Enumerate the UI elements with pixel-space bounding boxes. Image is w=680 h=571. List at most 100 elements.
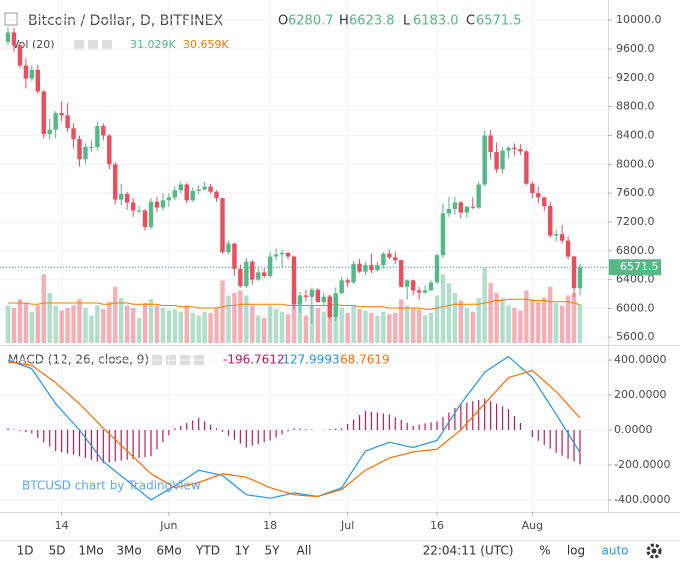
volume-bar: [124, 305, 130, 343]
candle-body: [434, 255, 440, 283]
volume-bar: [238, 290, 243, 343]
volume-bar: [89, 315, 94, 343]
candle-body: [285, 252, 291, 257]
volume-bar: [65, 308, 70, 343]
candle-body: [339, 280, 344, 294]
volume-bar: [553, 303, 559, 343]
range-button[interactable]: 3Mo: [116, 544, 141, 558]
candle-body: [524, 151, 529, 184]
y-tick-label: -400.0000: [614, 493, 670, 506]
range-button[interactable]: 5D: [49, 544, 66, 558]
candle-body: [363, 265, 368, 272]
candle-body: [553, 234, 559, 236]
candle-body: [256, 272, 261, 280]
candle-body: [136, 210, 142, 212]
chart-title: Bitcoin / Dollar, D, BITFINEX: [28, 13, 223, 29]
candle-body: [101, 126, 106, 136]
volume-bar: [148, 299, 154, 343]
range-button[interactable]: 5Y: [265, 544, 281, 558]
candle-body: [559, 234, 565, 241]
range-button[interactable]: YTD: [195, 544, 220, 558]
symbol-icon[interactable]: [4, 12, 18, 26]
clock: 22:04:11 (UTC): [423, 544, 514, 558]
candle-body: [35, 69, 40, 92]
volume-bar: [166, 310, 172, 343]
volume-bar: [446, 283, 452, 343]
volume-bar: [464, 308, 469, 343]
x-tick-label: Aug: [522, 519, 543, 532]
candle-body: [303, 295, 309, 297]
candle-body: [494, 152, 499, 170]
candle-body: [160, 200, 166, 208]
volume-bar: [357, 309, 362, 343]
ohlc-label: L: [403, 14, 411, 29]
volume-bar: [208, 313, 213, 343]
scale-option[interactable]: log: [567, 544, 585, 558]
volume-bar: [83, 308, 88, 343]
settings-hub[interactable]: [651, 548, 657, 554]
ohlc-label: O: [278, 14, 288, 29]
ohlc-value: 6280.7: [288, 14, 334, 29]
candle-body: [351, 263, 356, 283]
study-icon[interactable]: [74, 40, 84, 50]
scale-option[interactable]: %: [539, 544, 550, 558]
volume-bar: [542, 298, 547, 343]
volume-bar: [95, 305, 100, 343]
candle-body: [577, 267, 583, 289]
scale-option[interactable]: auto: [601, 544, 628, 558]
volume-bar: [53, 305, 58, 343]
range-button[interactable]: 1Y: [235, 544, 251, 558]
volume-bar: [339, 308, 344, 343]
volume-bar: [130, 308, 136, 343]
volume-bar: [351, 305, 356, 343]
range-button[interactable]: 1D: [17, 544, 34, 558]
y-tick-label: 10000.0: [616, 13, 662, 26]
candle-body: [446, 208, 452, 214]
volume-bar: [5, 305, 11, 343]
volume-bar: [518, 310, 523, 343]
volume-bar: [482, 268, 487, 343]
candle-body: [333, 293, 338, 318]
ohlc-value: 6571.5: [476, 14, 522, 29]
settings-gear[interactable]: [646, 543, 662, 559]
volume-bar: [47, 293, 52, 343]
volume-bar: [452, 293, 458, 343]
volume-bar: [428, 313, 434, 343]
volume-bar: [536, 301, 541, 343]
volume-bar: [279, 311, 285, 343]
volume-bar: [59, 310, 64, 343]
study-icon[interactable]: [102, 40, 112, 50]
volume-bar: [440, 274, 446, 343]
volume-bar: [416, 309, 422, 343]
range-button[interactable]: All: [297, 544, 312, 558]
y-tick-label: -200.0000: [614, 458, 670, 471]
volume-bar: [565, 295, 571, 343]
candle-body: [315, 289, 321, 302]
y-tick-label: 200.0000: [614, 388, 667, 401]
candle-body: [387, 253, 392, 258]
last-price-badge: [609, 259, 661, 276]
volume-bar: [262, 318, 267, 343]
volume-bar: [202, 311, 207, 343]
range-button[interactable]: 1Mo: [78, 544, 103, 558]
volume-bar: [297, 299, 303, 343]
candle-body: [422, 290, 428, 293]
range-button[interactable]: 6Mo: [156, 544, 181, 558]
study-icon[interactable]: [88, 40, 98, 50]
candle-body: [506, 147, 511, 151]
y-tick-label: 9200.0: [616, 71, 655, 84]
volume-ma-value: 30.659K: [183, 38, 229, 51]
y-tick-label: 6400.0: [616, 273, 655, 286]
volume-bar: [410, 308, 416, 343]
volume-bar: [35, 305, 40, 343]
candle-body: [273, 254, 279, 257]
candle-body: [11, 32, 17, 46]
ohlc-label: H: [339, 14, 349, 29]
settings-icon[interactable]: [646, 543, 662, 559]
candle-body: [482, 135, 487, 185]
candle-body: [190, 190, 195, 201]
candle-body: [220, 198, 225, 253]
volume-bar: [250, 305, 255, 343]
candle-body: [536, 193, 541, 198]
volume-bar: [196, 315, 201, 343]
